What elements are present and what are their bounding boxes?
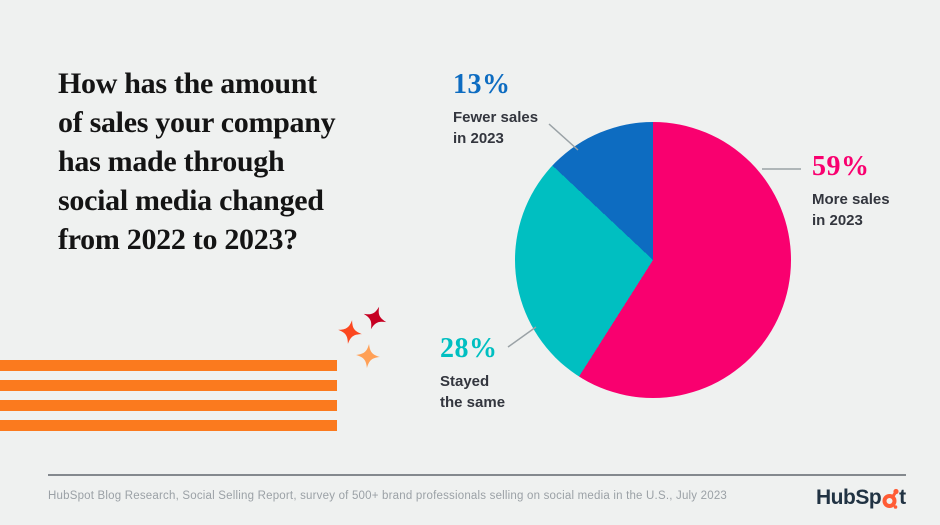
stripes-decoration bbox=[0, 360, 337, 431]
callout-stayed-same: 28% Stayed the same bbox=[440, 334, 505, 413]
callout-same-pct: 28% bbox=[440, 333, 498, 364]
callout-more-pct: 59% bbox=[812, 151, 870, 182]
callout-more-sales: 59% More sales in 2023 bbox=[812, 152, 890, 231]
hubspot-logo-suffix: t bbox=[899, 486, 906, 509]
sparkle-crimson-icon bbox=[363, 306, 387, 330]
sparkles-decoration bbox=[338, 306, 387, 368]
callout-fewer-sales: 13% Fewer sales in 2023 bbox=[453, 70, 538, 149]
page-title: How has the amount of sales your company… bbox=[58, 67, 336, 256]
hubspot-logo: HubSp t bbox=[816, 486, 906, 510]
source-text: HubSpot Blog Research, Social Selling Re… bbox=[48, 490, 728, 502]
sparkle-light-orange-icon bbox=[356, 344, 380, 368]
leader-line-same bbox=[507, 326, 537, 348]
sparkle-orange-icon bbox=[338, 320, 362, 344]
hubspot-logo-prefix: HubSp bbox=[816, 486, 882, 509]
callout-fewer-pct: 13% bbox=[453, 69, 511, 100]
pie-chart bbox=[515, 122, 791, 398]
callout-same-label: Stayed the same bbox=[440, 373, 506, 411]
callout-more-label: More sales in 2023 bbox=[812, 191, 890, 229]
hubspot-sprocket-icon bbox=[882, 488, 899, 509]
callout-fewer-label: Fewer sales in 2023 bbox=[453, 109, 539, 147]
footer-divider bbox=[48, 474, 906, 476]
